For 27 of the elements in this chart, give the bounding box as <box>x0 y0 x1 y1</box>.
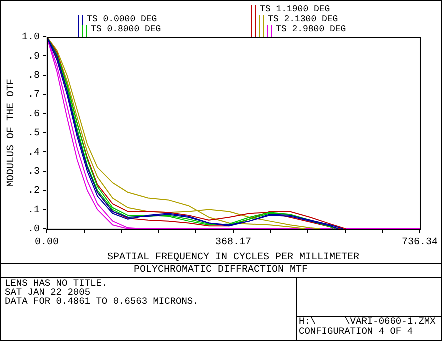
y-tick-label: .7 <box>28 90 40 102</box>
text: H:\ \VARI-0660-1.ZMX <box>299 316 437 327</box>
text: LENS HAS NO TITLE. <box>5 278 109 289</box>
x-tick-label: 736.34 <box>402 238 438 249</box>
y-tick-label: .0 <box>28 224 40 236</box>
text: CONFIGURATION 4 OF 4 <box>299 326 414 337</box>
y-tick-label: 1.0 <box>22 32 40 44</box>
text: POLYCHROMATIC DIFFRACTION MTF <box>1 263 441 278</box>
x-axis-title: SPATIAL FREQUENCY IN CYCLES PER MILLIMETER <box>107 252 360 264</box>
y-tick-label: .2 <box>28 186 40 198</box>
y-tick-label: .8 <box>28 71 40 82</box>
x-tick-label: 0.00 <box>34 238 60 249</box>
y-tick-label: .5 <box>28 128 40 140</box>
text: SAT JAN 22 2005 <box>5 287 92 298</box>
y-tick-label: .6 <box>28 109 40 120</box>
y-tick-label: .9 <box>28 52 40 63</box>
y-tick-label: .4 <box>28 148 40 159</box>
x-tick-label: 368.17 <box>215 238 252 249</box>
text: TS 0.0000 DEG <box>87 14 158 24</box>
text: TS 1.1900 DEG <box>260 4 330 14</box>
text: TS 2.1300 DEG <box>268 14 338 24</box>
y-axis-title: MODULUS OF THE OTF <box>6 78 18 188</box>
text: DATA FOR 0.4861 TO 0.6563 MICRONS. <box>5 296 199 307</box>
y-tick-label: .3 <box>28 167 40 178</box>
legend-label: TS 2.9800 DEG <box>276 24 346 34</box>
legend-label: TS 0.8000 DEG <box>91 24 162 34</box>
y-tick-label: .1 <box>28 205 40 216</box>
